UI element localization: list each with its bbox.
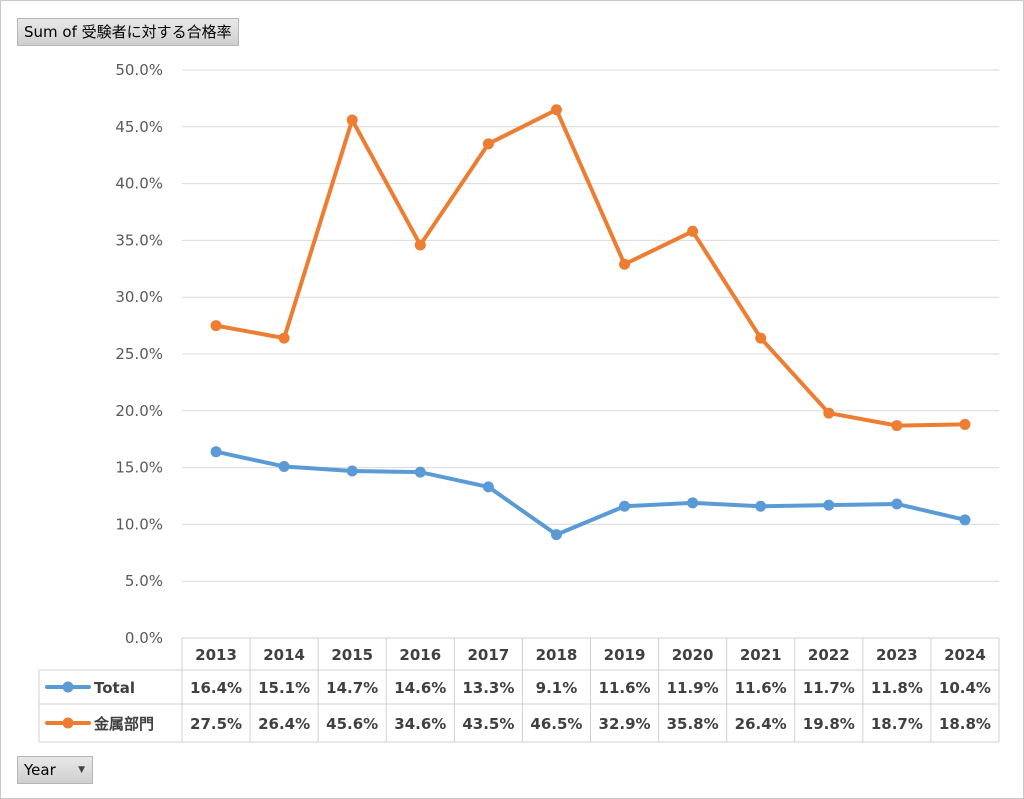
data-table: 2013 2014 2015 2016 2017 2018 2019 2020 2021 2022… <box>38 637 1000 743</box>
x-tick-label: 2022 <box>808 646 850 664</box>
x-tick-label: 2017 <box>468 646 510 664</box>
data-label: 13.3% <box>462 679 514 697</box>
data-label: 14.7% <box>326 679 378 697</box>
y-tick-label: 50.0% <box>115 61 163 79</box>
x-tick-label: 2020 <box>672 646 714 664</box>
y-tick-label: 5.0% <box>125 572 163 590</box>
data-label: 9.1% <box>536 679 578 697</box>
data-point <box>414 466 426 478</box>
data-point <box>755 332 767 344</box>
x-tick-label: 2016 <box>399 646 441 664</box>
legend-label: Total <box>94 679 135 697</box>
data-point <box>278 460 290 472</box>
data-point <box>823 407 835 419</box>
data-label: 26.4% <box>258 715 310 733</box>
data-point <box>823 499 835 511</box>
data-label: 11.8% <box>871 679 923 697</box>
legend-key-marker <box>62 717 74 729</box>
data-label: 18.8% <box>939 715 991 733</box>
y-tick-label: 20.0% <box>115 402 163 420</box>
x-tick-label: 2019 <box>604 646 646 664</box>
data-label: 10.4% <box>939 679 991 697</box>
data-label: 14.6% <box>394 679 446 697</box>
y-tick-label: 25.0% <box>115 345 163 363</box>
data-point <box>891 498 903 510</box>
data-label: 46.5% <box>530 715 582 733</box>
data-point <box>210 446 222 458</box>
series-points <box>210 104 971 541</box>
data-label: 26.4% <box>735 715 787 733</box>
y-tick-label: 45.0% <box>115 118 163 136</box>
data-point <box>482 481 494 493</box>
data-point <box>482 138 494 150</box>
data-point <box>891 420 903 432</box>
data-label: 35.8% <box>667 715 719 733</box>
data-point <box>687 497 699 509</box>
legend-label: 金属部門 <box>93 715 154 733</box>
x-tick-label: 2013 <box>195 646 237 664</box>
data-label: 43.5% <box>462 715 514 733</box>
year-field-label: Year <box>24 761 56 779</box>
data-label: 11.6% <box>599 679 651 697</box>
data-label: 34.6% <box>394 715 446 733</box>
data-label: 15.1% <box>258 679 310 697</box>
x-tick-label: 2023 <box>876 646 918 664</box>
data-point <box>550 104 562 116</box>
y-tick-label: 40.0% <box>115 175 163 193</box>
value-field-label: Sum of 受験者に対する合格率 <box>24 23 232 41</box>
data-point <box>959 418 971 430</box>
data-label: 11.9% <box>667 679 719 697</box>
data-point <box>346 465 358 477</box>
y-axis: 0.0% 5.0% 10.0% 15.0% 20.0% 25.0% 30.0% 35.0% 40… <box>115 61 163 647</box>
series-line <box>214 107 967 428</box>
data-label: 19.8% <box>803 715 855 733</box>
x-tick-label: 2015 <box>331 646 373 664</box>
data-point <box>210 320 222 332</box>
x-tick-label: 2021 <box>740 646 782 664</box>
data-label: 18.7% <box>871 715 923 733</box>
value-field-button[interactable]: Sum of 受験者に対する合格率 <box>17 18 239 46</box>
gridlines <box>182 69 999 639</box>
data-point <box>619 500 631 512</box>
series-lines <box>214 107 967 537</box>
data-point <box>755 500 767 512</box>
y-tick-label: 30.0% <box>115 288 163 306</box>
series-line <box>214 449 967 537</box>
data-point <box>959 514 971 526</box>
data-label: 32.9% <box>599 715 651 733</box>
year-field-button[interactable]: Year ▼ <box>17 756 93 784</box>
data-label: 11.7% <box>803 679 855 697</box>
data-point <box>619 258 631 270</box>
y-tick-label: 15.0% <box>115 459 163 477</box>
data-point <box>278 332 290 344</box>
x-tick-label: 2014 <box>263 646 305 664</box>
data-point <box>414 239 426 251</box>
chevron-down-icon[interactable]: ▼ <box>78 765 85 775</box>
data-label: 27.5% <box>190 715 242 733</box>
y-tick-label: 0.0% <box>125 629 163 647</box>
data-label: 45.6% <box>326 715 378 733</box>
x-tick-label: 2024 <box>944 646 986 664</box>
data-point <box>346 114 358 126</box>
y-tick-label: 10.0% <box>115 515 163 533</box>
data-point <box>550 529 562 541</box>
legend-key-marker <box>62 681 74 693</box>
data-point <box>687 225 699 237</box>
data-label: 11.6% <box>735 679 787 697</box>
x-tick-label: 2018 <box>536 646 578 664</box>
data-label: 16.4% <box>190 679 242 697</box>
y-tick-label: 35.0% <box>115 231 163 249</box>
